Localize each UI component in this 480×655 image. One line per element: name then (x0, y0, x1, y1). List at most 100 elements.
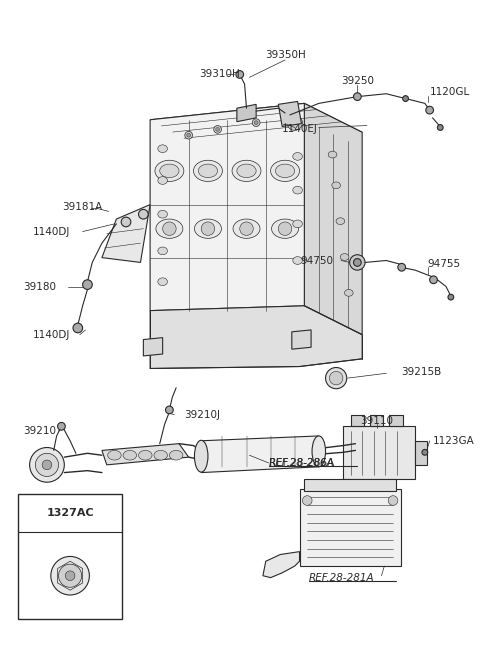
Bar (300, 489, 401, 566)
Ellipse shape (233, 219, 260, 238)
Circle shape (163, 222, 176, 235)
Polygon shape (278, 102, 301, 126)
Polygon shape (150, 103, 304, 310)
Polygon shape (144, 337, 163, 356)
Circle shape (422, 449, 428, 455)
Circle shape (398, 263, 406, 271)
Circle shape (283, 116, 287, 120)
Circle shape (58, 422, 65, 430)
Polygon shape (292, 330, 311, 349)
Polygon shape (263, 552, 300, 578)
Polygon shape (237, 104, 256, 122)
Text: 39215B: 39215B (401, 367, 441, 377)
Text: 39210J: 39210J (184, 410, 220, 420)
Ellipse shape (194, 440, 208, 472)
Ellipse shape (237, 164, 256, 178)
Bar (415, 441, 427, 465)
Circle shape (278, 222, 292, 235)
Ellipse shape (293, 153, 302, 160)
Circle shape (254, 121, 258, 124)
Ellipse shape (312, 436, 325, 467)
Polygon shape (150, 306, 362, 369)
Ellipse shape (158, 247, 168, 255)
Bar (343, 426, 415, 479)
Circle shape (83, 280, 92, 290)
Circle shape (201, 222, 215, 235)
Ellipse shape (272, 219, 299, 238)
Text: 1123GA: 1123GA (432, 436, 474, 446)
Circle shape (216, 128, 219, 132)
Circle shape (139, 210, 148, 219)
Circle shape (426, 106, 433, 114)
Ellipse shape (198, 164, 217, 178)
Circle shape (287, 115, 302, 130)
Polygon shape (304, 103, 362, 335)
Text: 39350H: 39350H (264, 50, 305, 60)
Text: REF.28-281A: REF.28-281A (309, 572, 375, 583)
Circle shape (281, 114, 289, 122)
Text: 1140DJ: 1140DJ (33, 329, 70, 340)
Ellipse shape (345, 290, 353, 296)
Circle shape (42, 460, 52, 470)
Circle shape (325, 367, 347, 388)
Ellipse shape (169, 451, 183, 460)
Polygon shape (201, 436, 319, 472)
Ellipse shape (194, 219, 221, 238)
Bar (350, 415, 364, 426)
Ellipse shape (271, 160, 300, 181)
Bar (389, 415, 403, 426)
Circle shape (30, 447, 64, 482)
Ellipse shape (139, 451, 152, 460)
Text: 39310H: 39310H (199, 69, 240, 79)
Circle shape (240, 222, 253, 235)
Ellipse shape (293, 257, 302, 265)
Circle shape (236, 71, 244, 79)
Ellipse shape (155, 160, 184, 181)
Circle shape (185, 132, 192, 139)
Ellipse shape (336, 218, 345, 225)
Ellipse shape (158, 278, 168, 286)
Text: 39180: 39180 (24, 282, 57, 291)
Ellipse shape (160, 164, 179, 178)
Circle shape (252, 119, 260, 126)
Text: 39110: 39110 (360, 415, 393, 426)
Ellipse shape (156, 219, 183, 238)
Text: 39250: 39250 (341, 76, 374, 86)
Circle shape (430, 276, 437, 284)
Polygon shape (150, 103, 362, 149)
Polygon shape (102, 204, 150, 263)
Ellipse shape (293, 186, 302, 194)
Text: 1140DJ: 1140DJ (33, 227, 70, 236)
Ellipse shape (293, 220, 302, 228)
Text: 39181A: 39181A (62, 202, 103, 212)
Text: 1140EJ: 1140EJ (282, 124, 317, 134)
Polygon shape (102, 443, 189, 465)
Text: 94755: 94755 (428, 259, 461, 269)
Text: 1120GL: 1120GL (430, 87, 470, 97)
Ellipse shape (332, 182, 340, 189)
Circle shape (36, 453, 59, 476)
Circle shape (329, 371, 343, 385)
Circle shape (349, 255, 365, 270)
Circle shape (166, 406, 173, 414)
Ellipse shape (193, 160, 222, 181)
Text: 39210: 39210 (24, 426, 57, 436)
Ellipse shape (328, 151, 337, 158)
Ellipse shape (276, 164, 295, 178)
Ellipse shape (158, 145, 168, 153)
Circle shape (121, 217, 131, 227)
Circle shape (214, 126, 221, 133)
Circle shape (448, 294, 454, 300)
Circle shape (187, 133, 191, 137)
Ellipse shape (232, 160, 261, 181)
Circle shape (403, 96, 408, 102)
Circle shape (302, 496, 312, 506)
Ellipse shape (123, 451, 137, 460)
Text: 94750: 94750 (300, 255, 333, 265)
Ellipse shape (108, 451, 121, 460)
Text: REF.28-286A: REF.28-286A (269, 458, 334, 468)
Ellipse shape (158, 210, 168, 218)
Circle shape (353, 93, 361, 100)
Bar (304, 479, 396, 491)
Circle shape (59, 564, 82, 588)
